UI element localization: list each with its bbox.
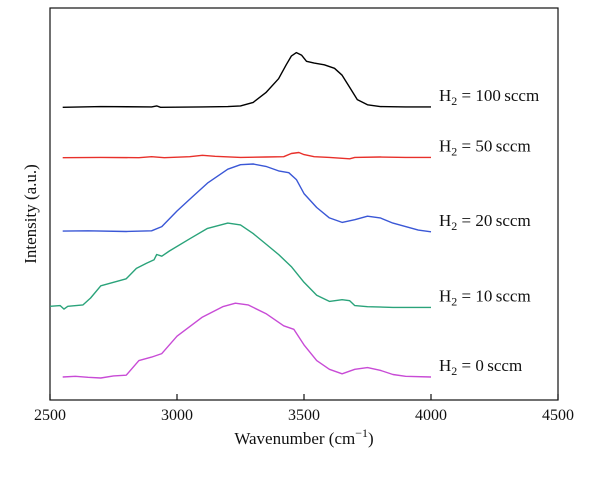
- x-tick-label-4000: 4000: [415, 407, 447, 424]
- x-tick-label-2500: 2500: [34, 407, 66, 424]
- series-line-0: [62, 51, 431, 108]
- x-axis-title-close: ): [368, 429, 374, 448]
- series-label-sub-3: 2: [451, 294, 457, 308]
- series-label-sub-1: 2: [451, 144, 457, 158]
- x-tick-label-3000: 3000: [161, 407, 193, 424]
- series-label-main-3: H: [439, 286, 451, 305]
- series-label-main-1: H: [439, 136, 451, 155]
- series-label-0: H2 = 100 sccm: [439, 86, 539, 108]
- series-label-main-0: H: [439, 86, 451, 105]
- series-line-2: [62, 163, 432, 233]
- x-axis-title: Wavenumber (cm−1): [234, 426, 373, 448]
- series-label-3: H2 = 10 sccm: [439, 286, 531, 308]
- plot-frame: [49, 7, 559, 401]
- x-tick-label-3500: 3500: [288, 407, 320, 424]
- series-label-rest-4: = 0 sccm: [457, 356, 522, 375]
- series-label-4: H2 = 0 sccm: [439, 356, 522, 378]
- series-line-4: [62, 302, 432, 379]
- series-line-1: [62, 151, 431, 160]
- series-label-rest-3: = 10 sccm: [457, 286, 530, 305]
- x-axis-title-sup: −1: [355, 426, 368, 440]
- x-tick-label-4500: 4500: [542, 407, 574, 424]
- series-label-main-4: H: [439, 356, 451, 375]
- series-label-rest-0: = 100 sccm: [457, 86, 539, 105]
- series-label-sub-2: 2: [451, 219, 457, 233]
- series-label-rest-2: = 20 sccm: [457, 211, 530, 230]
- x-tick-labels: 2500 3000 3500 4000 4500: [34, 407, 574, 424]
- series-label-1: H2 = 50 sccm: [439, 136, 531, 158]
- series-line-3: [49, 222, 431, 310]
- series-label-sub-4: 2: [451, 364, 457, 378]
- series-label-2: H2 = 20 sccm: [439, 211, 531, 233]
- series-lines: [49, 51, 432, 379]
- series-label-main-2: H: [439, 211, 451, 230]
- series-label-sub-0: 2: [451, 94, 457, 108]
- x-ticks: [49, 394, 559, 400]
- x-axis-title-main: Wavenumber (cm: [234, 429, 355, 448]
- series-label-rest-1: = 50 sccm: [457, 136, 530, 155]
- y-axis-title: Intensity (a.u.): [21, 164, 40, 264]
